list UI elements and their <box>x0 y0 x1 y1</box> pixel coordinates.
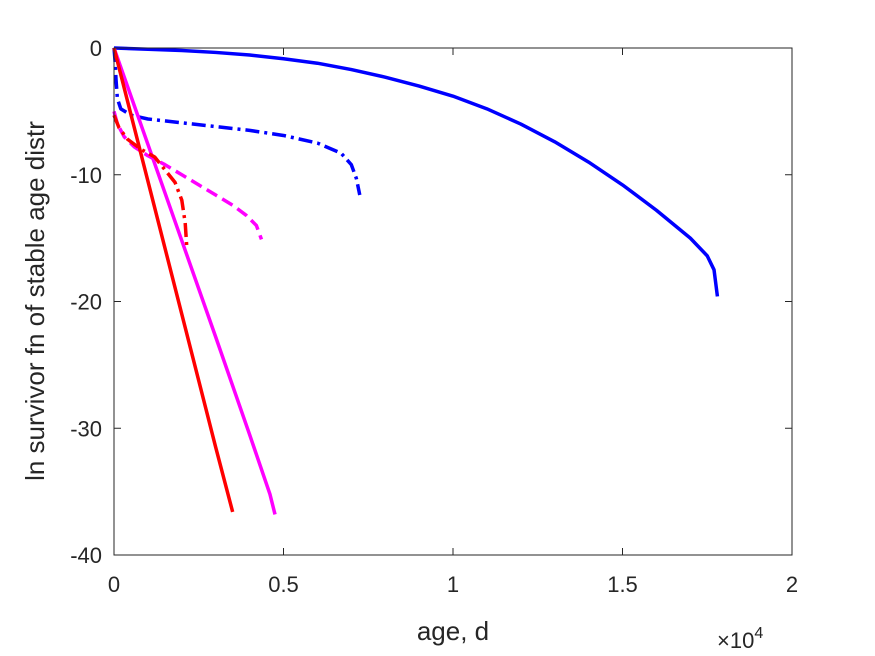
y-ticks: 0 -10 -20 -30 -40 <box>70 36 792 568</box>
y-tick-label: -20 <box>70 290 102 315</box>
series-line-4 <box>112 110 264 240</box>
series-line-1 <box>113 46 720 297</box>
x-exponent-power: 4 <box>754 625 763 642</box>
x-exponent-base: ×10 <box>717 628 754 653</box>
x-exponent-label: ×104 <box>717 625 763 653</box>
y-tick-label: -10 <box>70 163 102 188</box>
x-tick-label: 0.5 <box>268 572 299 597</box>
x-tick-label: 2 <box>786 572 798 597</box>
series-line-6 <box>112 114 189 249</box>
series-line-2 <box>112 47 362 196</box>
y-tick-label: -40 <box>70 543 102 568</box>
series-layer <box>112 46 720 515</box>
x-ticks: 0 0.5 1 1.5 2 <box>108 48 798 597</box>
y-tick-label: 0 <box>90 36 102 61</box>
y-axis-label: ln survivor fn of stable age distr <box>20 121 50 481</box>
x-axis-label: age, d <box>417 616 489 646</box>
plot-area <box>114 48 792 555</box>
y-tick-label: -30 <box>70 416 102 441</box>
x-tick-label: 1 <box>447 572 459 597</box>
x-tick-label: 1.5 <box>607 572 638 597</box>
series-line-5 <box>112 47 235 513</box>
x-tick-label: 0 <box>108 572 120 597</box>
series-line-3 <box>112 47 277 515</box>
